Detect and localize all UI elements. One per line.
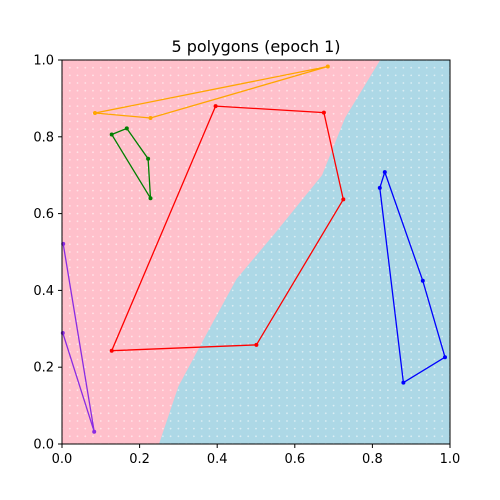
polygon-1-vertex-3 [148,116,153,120]
polygon-1-vertex-1 [93,111,97,115]
x-tick-label: 0.2 [129,452,150,467]
polygon-3-outline [110,105,344,352]
plot-area [60,59,451,445]
region-left [62,60,381,444]
x-tick-label: 0.6 [284,452,305,467]
polygon-2-vertex-4 [148,196,153,201]
y-tick-label: 0.6 [33,207,54,222]
polygon-4-vertex-2 [420,278,425,283]
chart-title: 5 polygons (epoch 1) [171,37,340,56]
polygon-2-vertex-2 [124,126,129,131]
polygon-5-vertex-3 [60,331,65,335]
y-tick-label: 0.0 [33,438,54,453]
axes-frame [61,59,451,445]
y-tick-label: 0.8 [33,130,54,145]
polygon-2 [109,126,153,201]
polygon-1 [93,64,330,120]
polygon-3-vertex-3 [341,197,346,202]
polygon-4-outline [379,170,446,384]
polygon-5-vertex-2 [92,429,97,434]
polygon-1-outline [94,65,328,119]
x-axis: 0.0 0.2 0.4 0.6 0.8 1.0 [52,444,461,467]
polygon-3-vertex-1 [213,104,218,109]
y-axis: 0.0 0.2 0.4 0.6 0.8 1.0 [33,54,62,453]
polygon-2-vertex-3 [146,156,151,161]
polygon-4 [377,170,447,385]
x-tick-label: 1.0 [440,452,461,467]
y-tick-label: 1.0 [33,54,54,69]
polygon-1-vertex-2 [325,64,330,69]
background-dot-grid [61,59,451,445]
x-tick-label: 0.4 [207,452,228,467]
polygon-3-vertex-4 [254,342,259,347]
polygon-2-vertex-1 [109,132,114,137]
y-tick-label: 0.4 [33,284,54,299]
polygon-3 [109,104,346,353]
polygon-3-vertex-5 [109,348,114,353]
polygon-4-vertex-4 [401,380,406,385]
x-tick-label: 0.0 [52,452,73,467]
y-tick-label: 0.2 [33,361,54,376]
polygon-4-vertex-5 [377,185,382,190]
polygon-4-vertex-3 [443,355,447,360]
x-tick-label: 0.8 [362,452,383,467]
polygon-3-vertex-2 [321,110,326,115]
polygon-4-vertex-1 [382,170,387,175]
